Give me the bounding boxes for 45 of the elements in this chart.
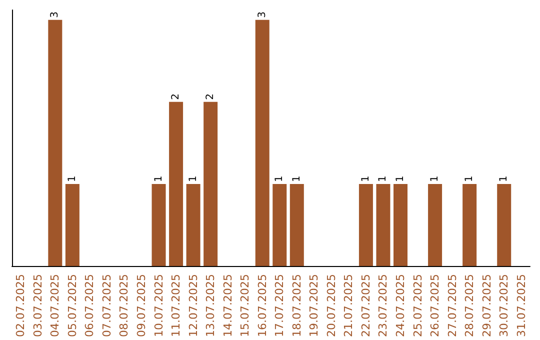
x-tick-label: 03.07.2025 [31,274,44,338]
x-tick-label: 23.07.2025 [376,274,390,338]
data-label: 1 [430,176,441,182]
x-tick-label: 04.07.2025 [48,274,62,338]
data-label: 1 [360,176,372,182]
x-tick-label: 07.07.2025 [100,274,114,338]
data-label: 1 [395,176,406,182]
x-tick-label: 13.07.2025 [204,274,218,338]
x-tick-label: 25.07.2025 [411,274,424,338]
x-tick-label: 29.07.2025 [480,274,494,338]
x-tick-label: 15.07.2025 [238,274,252,338]
x-tick-label: 02.07.2025 [14,274,28,338]
data-label: 1 [464,176,476,182]
data-label: 3 [256,11,268,18]
x-tick-label: 19.07.2025 [308,274,321,338]
data-label: 1 [66,176,78,182]
data-label: 3 [50,11,61,18]
x-tick-label: 21.07.2025 [342,274,356,338]
x-tick-label: 06.07.2025 [83,274,96,338]
x-tick-label: 20.07.2025 [324,274,338,338]
x-tick-label: 11.07.2025 [170,274,183,338]
x-tick-label: 24.07.2025 [394,274,407,338]
x-tick-label: 26.07.2025 [428,274,442,338]
x-tick-label: 30.07.2025 [498,274,511,338]
x-tick-label: 27.07.2025 [446,274,459,338]
data-label: 1 [153,176,164,182]
x-tick-label: 10.07.2025 [152,274,166,338]
data-label: 1 [188,176,199,182]
x-tick-label: 22.07.2025 [359,274,372,338]
x-tick-label: 16.07.2025 [256,274,269,338]
data-label: 1 [291,176,302,182]
data-label: 2 [205,94,216,100]
x-tick-label: 14.07.2025 [221,274,234,338]
x-tick-label: 31.07.2025 [514,274,528,338]
x-tick-label: 05.07.2025 [66,274,79,338]
data-label: 2 [170,94,182,100]
x-tick-label: 17.07.2025 [273,274,286,338]
data-label: 1 [378,176,389,182]
x-tick-label: 08.07.2025 [118,274,131,338]
x-tick-label: 12.07.2025 [186,274,200,338]
data-label: 1 [498,176,510,182]
data-label: 1 [274,176,286,182]
x-tick-label: 28.07.2025 [463,274,476,338]
x-tick-label: 18.07.2025 [290,274,304,338]
x-tick-label: 09.07.2025 [135,274,148,338]
